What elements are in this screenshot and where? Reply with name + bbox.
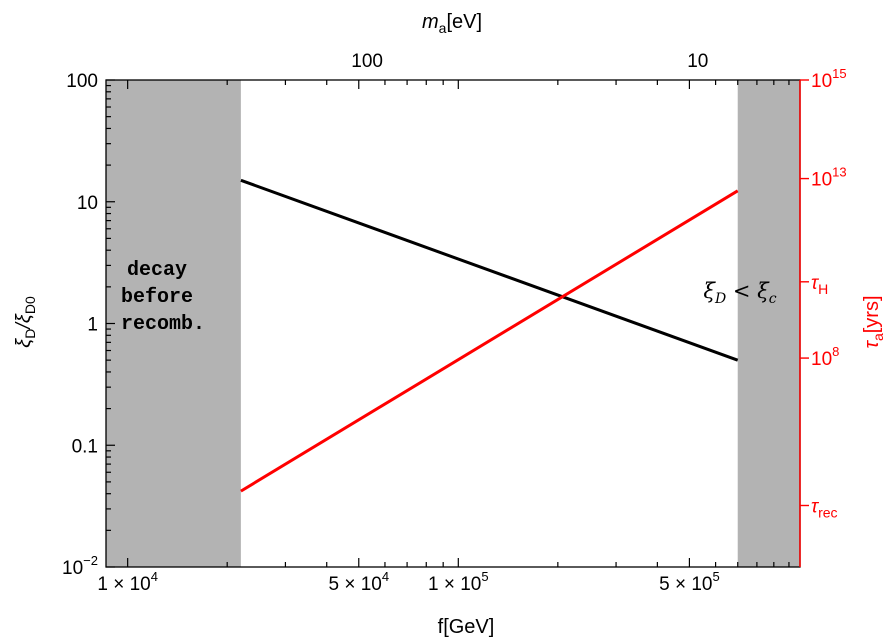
- x-tick-label: 1 × 105: [428, 569, 489, 595]
- x-tick-label: 5 × 104: [328, 569, 389, 595]
- series-line-0: [240, 178, 739, 362]
- right-axis: 1015 1013 τH 108 τrec: [799, 66, 847, 567]
- top-tick-label: 100: [351, 51, 383, 72]
- shaded-regions: [106, 80, 800, 567]
- bottom-axis: 1 × 104 5 × 104 1 × 105 5 × 105: [97, 80, 790, 595]
- y-tick-label: 10−2: [62, 553, 98, 579]
- shaded-region-0: [106, 80, 241, 567]
- y-axis-right-title: τa[yrs]: [861, 295, 886, 348]
- x-tick-label: 1 × 104: [97, 569, 158, 595]
- x-tick-label: 5 × 105: [659, 569, 720, 595]
- region-label-decay: decay before recomb.: [121, 259, 205, 336]
- left-axis: 100 10 1 0.1 10−2: [62, 71, 115, 579]
- top-axis: 100 10: [351, 51, 708, 72]
- y-axis-left-title: ξD/ξD0: [13, 296, 38, 348]
- y-tick-label: 0.1: [72, 436, 98, 457]
- y-tick-label: 10: [77, 193, 98, 214]
- right-tick-label: 1015: [811, 66, 847, 92]
- series-layer: [240, 178, 739, 493]
- series-line-1: [240, 189, 739, 493]
- x-axis-title: f[GeV]: [438, 616, 495, 638]
- right-tick-label: τH: [811, 273, 828, 297]
- top-tick-label: 10: [687, 51, 708, 72]
- right-tick-label: τrec: [811, 496, 838, 520]
- y-tick-label: 100: [66, 71, 98, 92]
- top-axis-title: ma[eV]: [422, 11, 482, 36]
- right-tick-label: 1013: [811, 165, 847, 191]
- right-tick-label: 108: [811, 344, 839, 370]
- y-tick-label: 1: [87, 315, 98, 336]
- region-label-xi: ξD < ξc: [703, 279, 776, 307]
- shaded-region-1: [737, 80, 800, 567]
